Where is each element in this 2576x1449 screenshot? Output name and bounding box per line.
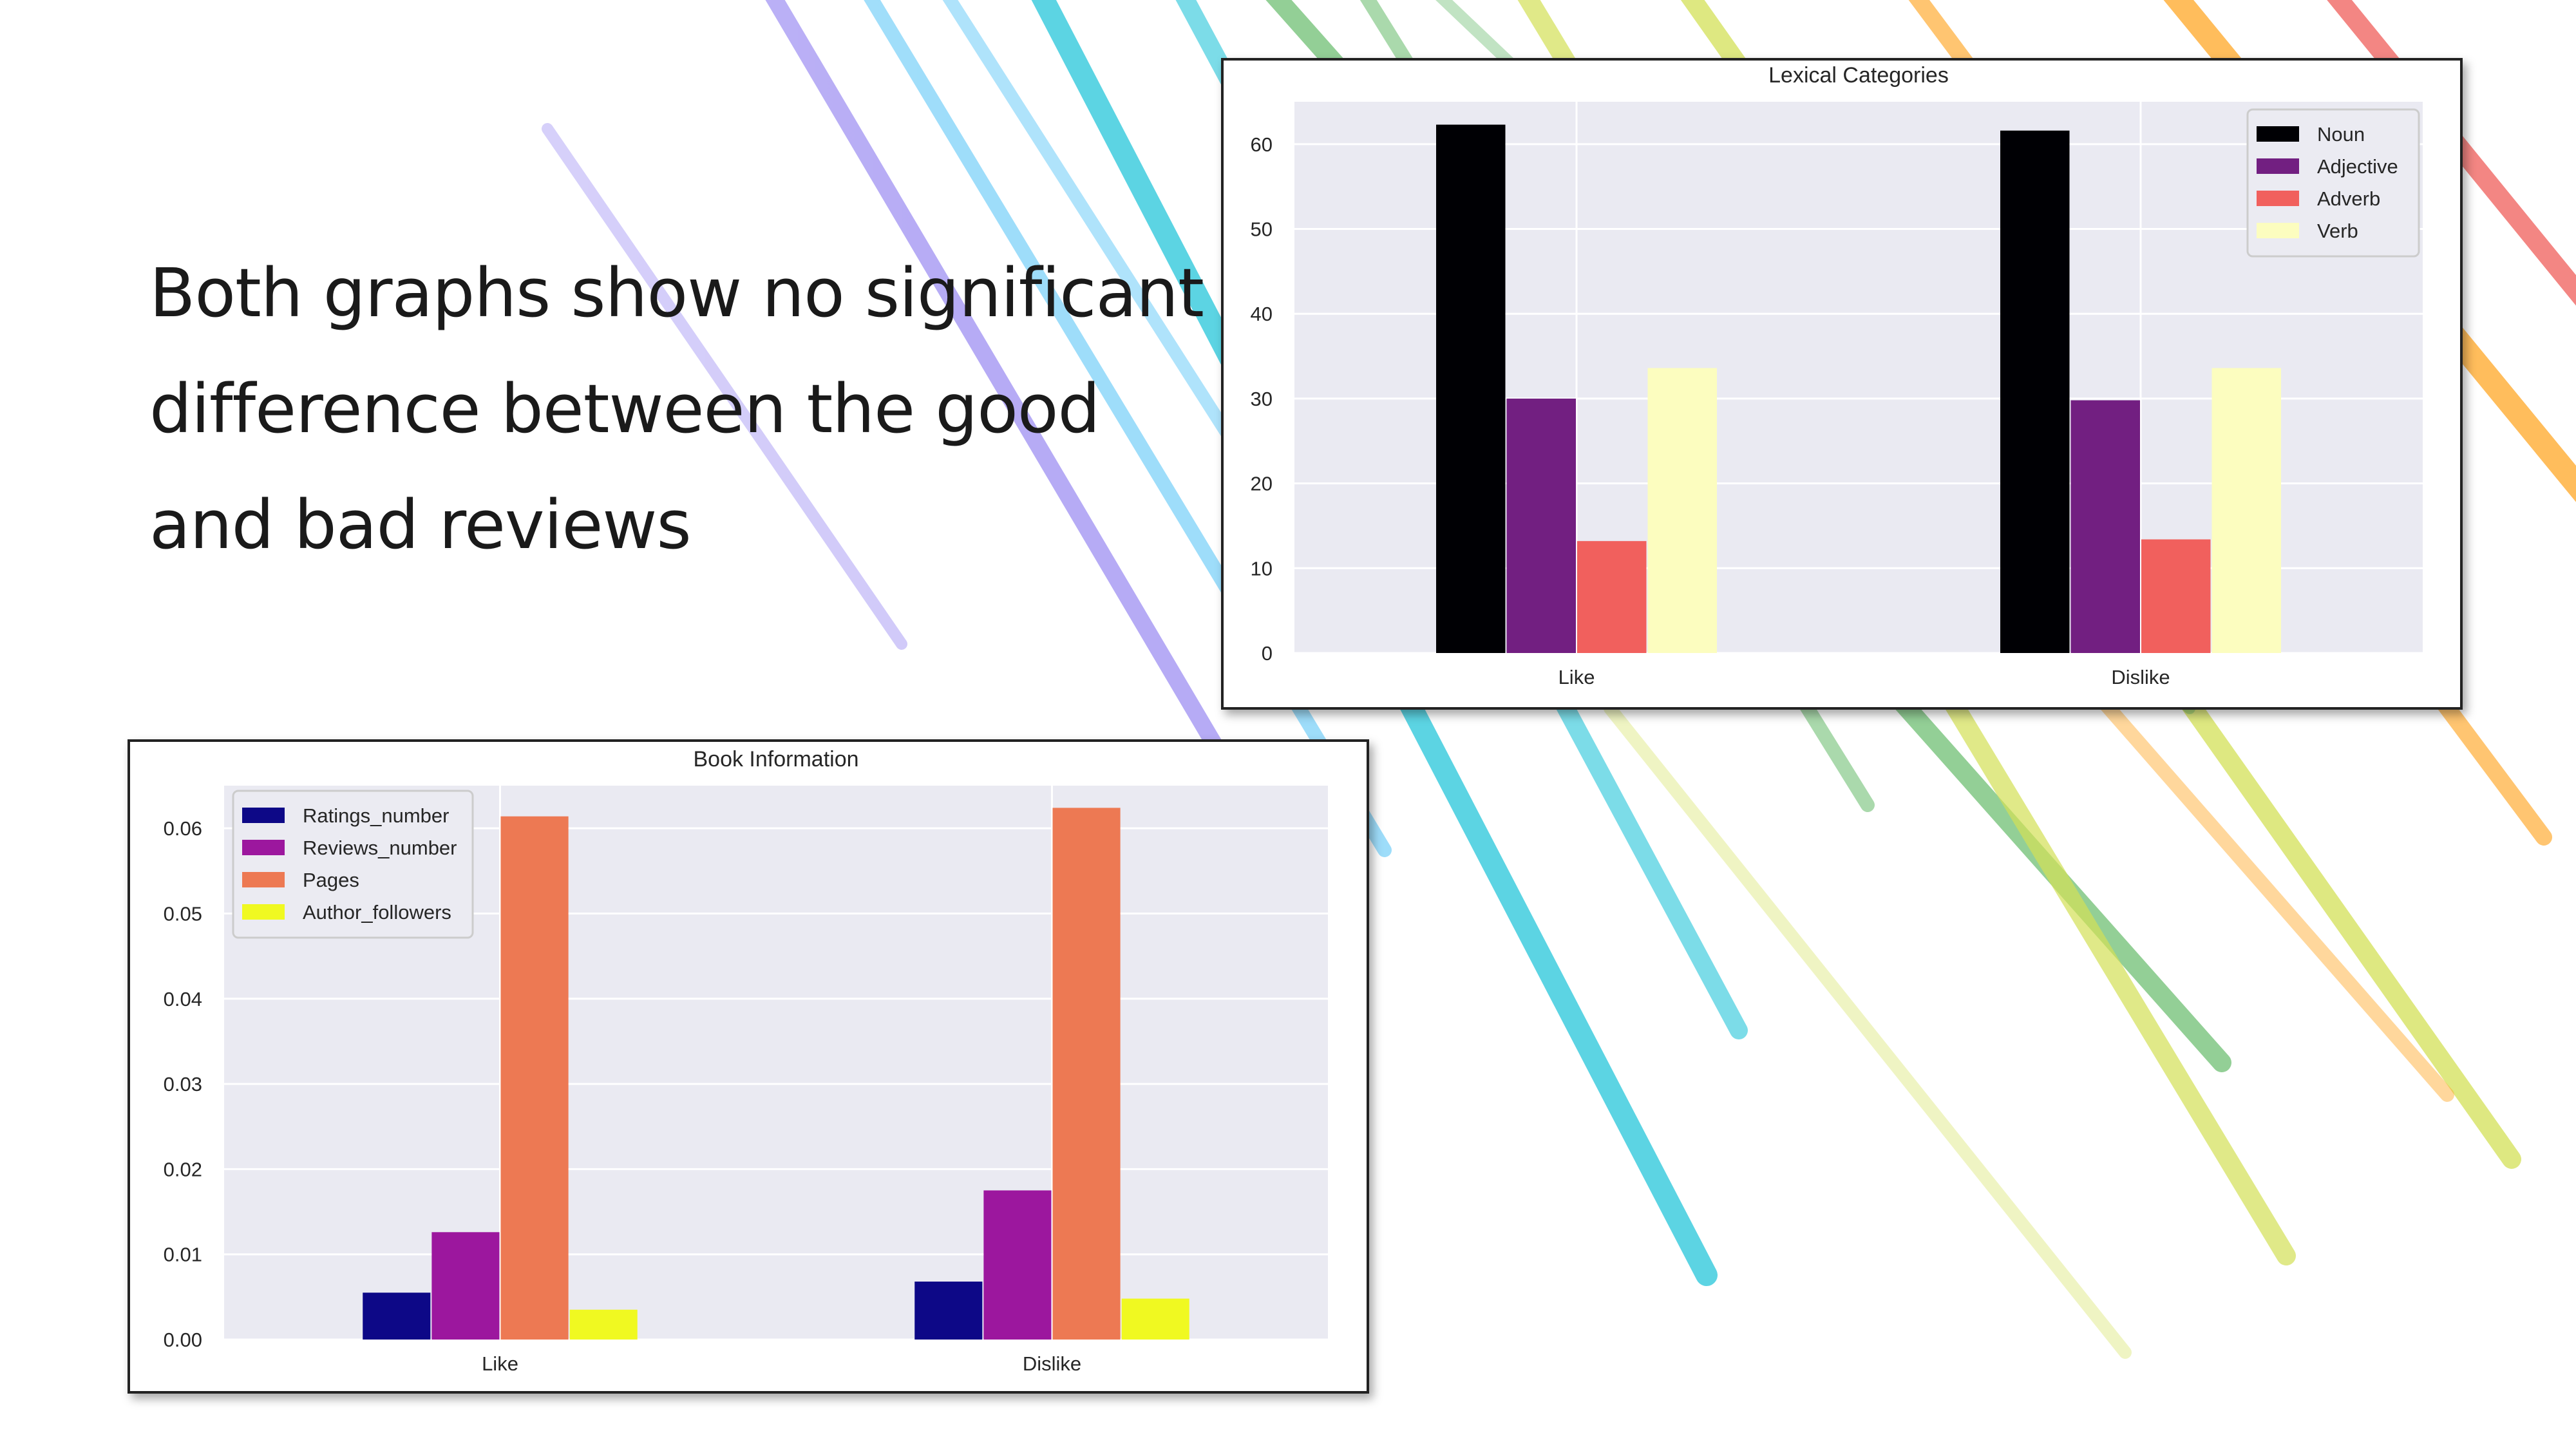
y-tick-label: 0 bbox=[1262, 642, 1273, 665]
slide-text-line: and bad reviews bbox=[149, 486, 692, 564]
legend-label: Pages bbox=[303, 869, 359, 891]
bar bbox=[500, 816, 569, 1340]
x-tick-label: Dislike bbox=[1023, 1352, 1081, 1375]
legend-swatch bbox=[242, 808, 285, 823]
y-tick-label: 0.01 bbox=[164, 1244, 202, 1266]
chart-title: Book Information bbox=[693, 747, 858, 772]
x-tick-label: Like bbox=[1558, 666, 1595, 688]
legend-label: Noun bbox=[2317, 123, 2365, 146]
legend-label: Adverb bbox=[2317, 187, 2380, 210]
legend-swatch bbox=[242, 904, 285, 920]
y-tick-label: 30 bbox=[1251, 388, 1273, 410]
lexical-categories-svg: 0 10 20 30 40 50 60 Like Dislike Lexical Categori… bbox=[1251, 63, 2423, 688]
y-tick-label: 40 bbox=[1251, 303, 1273, 325]
bar bbox=[2000, 130, 2070, 653]
y-tick-label: 10 bbox=[1251, 557, 1273, 580]
book-information-svg: 0.00 0.01 0.02 0.03 0.04 0.05 0.06 Like Dislike B… bbox=[164, 747, 1328, 1375]
legend-swatch bbox=[242, 840, 285, 855]
bar bbox=[1577, 541, 1647, 653]
chart-title: Lexical Categories bbox=[1768, 63, 1949, 88]
x-tick-label: Like bbox=[482, 1352, 518, 1375]
lexical-categories-chart: 0 10 20 30 40 50 60 Like Dislike Lexical Categori… bbox=[1221, 58, 2463, 710]
bar bbox=[1506, 398, 1576, 653]
bar bbox=[2070, 400, 2140, 653]
legend-swatch bbox=[2257, 223, 2299, 238]
bar bbox=[1647, 368, 1717, 653]
decorative-stripe bbox=[1604, 702, 2132, 1359]
legend-label: Ratings_number bbox=[303, 804, 449, 827]
legend-label: Reviews_number bbox=[303, 837, 457, 859]
legend-swatch bbox=[242, 872, 285, 887]
legend-label: Verb bbox=[2317, 220, 2358, 242]
legend-label: Author_followers bbox=[303, 901, 451, 923]
bar bbox=[1052, 808, 1121, 1340]
bar bbox=[569, 1309, 638, 1340]
legend-box bbox=[2246, 108, 2420, 258]
y-tick-label: 0.04 bbox=[164, 988, 202, 1010]
y-tick-label: 50 bbox=[1251, 218, 1273, 241]
bar bbox=[363, 1293, 431, 1340]
bar bbox=[1436, 124, 1506, 654]
legend-box bbox=[232, 790, 474, 939]
y-tick-label: 20 bbox=[1251, 473, 1273, 495]
legend-swatch bbox=[2257, 126, 2299, 142]
bar bbox=[2211, 368, 2281, 653]
slide-body-text: Both graphs show no significant differen… bbox=[149, 235, 1204, 583]
y-tick-label: 0.00 bbox=[164, 1329, 202, 1351]
bar bbox=[914, 1282, 983, 1340]
book-information-chart: 0.00 0.01 0.02 0.03 0.04 0.05 0.06 Like Dislike B… bbox=[128, 739, 1369, 1394]
bar bbox=[983, 1190, 1052, 1340]
slide-text-line: difference between the good bbox=[149, 370, 1101, 448]
y-tick-label: 0.05 bbox=[164, 902, 202, 925]
y-tick-label: 60 bbox=[1251, 133, 1273, 156]
legend-label: Adjective bbox=[2317, 155, 2398, 178]
y-tick-label: 0.02 bbox=[164, 1158, 202, 1180]
legend-swatch bbox=[2257, 158, 2299, 174]
y-tick-label: 0.06 bbox=[164, 817, 202, 840]
bar bbox=[431, 1232, 500, 1340]
y-tick-label: 0.03 bbox=[164, 1073, 202, 1095]
legend-swatch bbox=[2257, 191, 2299, 206]
bar bbox=[2141, 539, 2211, 653]
x-tick-label: Dislike bbox=[2111, 666, 2170, 688]
slide-text-line: Both graphs show no significant bbox=[149, 254, 1204, 332]
bar bbox=[1121, 1298, 1189, 1340]
